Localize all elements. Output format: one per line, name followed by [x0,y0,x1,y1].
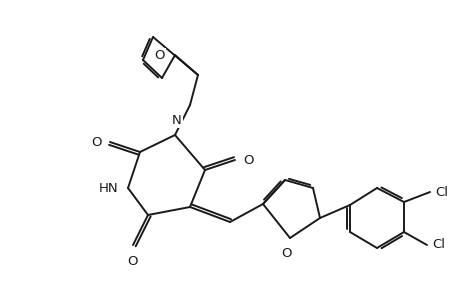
Text: O: O [91,136,102,148]
Text: O: O [281,247,291,260]
Text: Cl: Cl [434,185,447,199]
Text: HN: HN [98,182,118,194]
Text: N: N [172,114,181,127]
Text: O: O [242,154,253,166]
Text: O: O [128,255,138,268]
Text: O: O [154,49,165,62]
Text: Cl: Cl [431,238,444,251]
